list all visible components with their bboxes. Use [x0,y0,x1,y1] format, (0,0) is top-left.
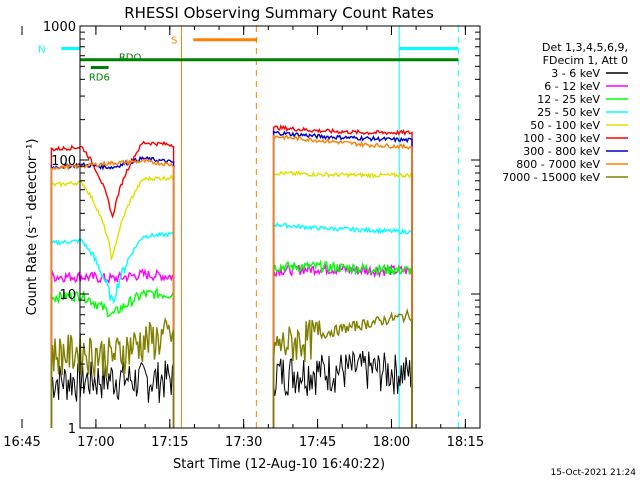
plot-area: N S RD6 RDO [38,26,459,428]
legend-entry-label: 12 - 25 keV [537,93,600,106]
flag-label-rdo: RDO [119,53,142,64]
series-line [272,221,413,428]
series-3-6kev [50,350,413,428]
series-50-100kev [50,170,413,428]
x-tick-label: 17:00 [77,435,114,450]
series-line [50,231,175,428]
series-7000-15000kev [50,308,413,428]
plot-frame [79,25,481,429]
y-tick-label: 10 [59,288,76,303]
flag-label-rd6: RD6 [89,73,110,84]
series-line [272,259,413,428]
legend: Det 1,3,4,5,6,9,FDecim 1, Att 03 - 6 keV… [502,41,628,184]
series-25-50kev [50,221,413,428]
flag-label-s: S [171,36,177,47]
x-tick-label: 18:00 [373,435,410,450]
x-axis-label: Start Time (12-Aug-10 16:40:22) [173,457,385,472]
series-line [50,316,175,428]
x-tick-label: 18:15 [447,435,484,450]
legend-entry-label: 800 - 7000 keV [516,158,600,171]
legend-entry-label: 300 - 800 keV [523,145,600,158]
series-line [273,350,413,428]
series-line [50,140,175,428]
legend-header: FDecim 1, Att 0 [543,54,628,67]
x-tick-label: 16:45 [3,435,40,450]
series-line [272,308,413,428]
series-line [50,158,175,428]
series-line [272,170,413,428]
flag-label-n: N [38,44,45,55]
x-axis: 16:45 17:00 17:15 17:30 17:45 18:00 18:15 [3,26,484,450]
x-tick-label: 17:45 [299,435,336,450]
series-line [50,174,175,428]
legend-entry-label: 6 - 12 keV [544,80,600,93]
legend-header: Det 1,3,4,5,6,9, [542,41,628,54]
x-tick-label: 17:15 [151,435,188,450]
series-line [272,124,413,428]
series-line [50,268,175,428]
series-12-25kev [50,259,413,428]
series-line [272,133,413,428]
legend-entry-label: 50 - 100 keV [530,119,600,132]
legend-entry-label: 100 - 300 keV [523,132,600,145]
y-axis: 1 10 100 1000 [43,20,480,437]
legend-entry-label: 25 - 50 keV [537,106,600,119]
legend-entry-label: 7000 - 15000 keV [502,171,600,184]
series-line [272,130,413,428]
chart-title: RHESSI Observing Summary Count Rates [124,4,434,22]
series-100-300kev [50,124,413,428]
y-tick-label: 100 [51,154,76,169]
y-tick-label: 1 [68,422,76,437]
series-800-7000kev [50,133,413,428]
timestamp: 15-Oct-2021 21:24 [551,468,637,478]
series-line [50,360,175,428]
x-tick-label: 17:30 [225,435,262,450]
legend-entry-label: 3 - 6 keV [551,67,600,80]
series-line [50,287,175,428]
y-tick-label: 1000 [43,20,76,35]
y-axis-label: Count Rate (s⁻¹ detector⁻¹) [25,139,40,316]
